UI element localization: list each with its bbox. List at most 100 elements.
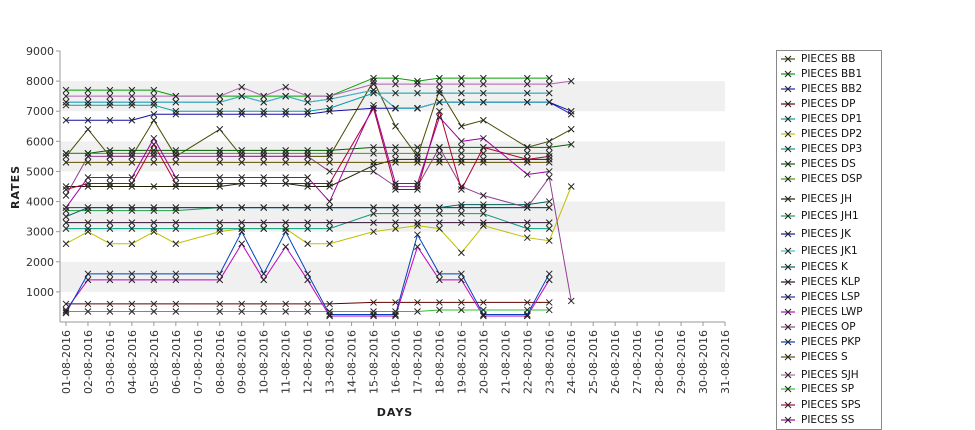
legend-item-pieces-lsp: PIECES LSP <box>777 290 883 304</box>
series-line-pieces-dp <box>66 301 550 305</box>
data-point-pieces-ds <box>370 144 377 151</box>
data-point-pieces-pkp <box>458 270 465 278</box>
data-point-pieces-klp <box>392 219 399 226</box>
legend-label: PIECES DP3 <box>801 143 863 155</box>
data-point-pieces-dp3 <box>326 225 333 233</box>
legend-marker-icon <box>781 247 795 255</box>
data-point-pieces-jh <box>414 156 421 163</box>
data-point-pieces-dp3 <box>392 210 399 217</box>
series-line-pieces-sps <box>65 106 550 191</box>
data-point-pieces-sjh <box>458 80 465 88</box>
data-point-pieces-bb <box>480 116 487 124</box>
data-point-pieces-dp1 <box>216 107 224 115</box>
legend-label: PIECES PKP <box>801 336 861 348</box>
data-point-pieces-jh <box>458 156 465 163</box>
data-point-pieces-dp <box>106 300 114 308</box>
data-point-pieces-op <box>216 153 224 160</box>
data-point-pieces-s <box>545 159 553 166</box>
data-point-pieces-s <box>523 159 531 166</box>
data-point-pieces-pkp <box>545 270 553 278</box>
data-point-pieces-pkp <box>260 270 268 278</box>
y-tick-label: 5000 <box>26 165 54 178</box>
data-point-pieces-lwp <box>62 306 70 314</box>
data-point-pieces-dp2 <box>172 240 180 248</box>
data-point-pieces-op <box>480 192 487 199</box>
data-point-pieces-klp <box>326 219 333 226</box>
x-tick-label: 22-08-2016 <box>521 330 534 394</box>
legend-item-pieces-dp: PIECES DP <box>777 97 883 111</box>
x-tick-label: 19-08-2016 <box>455 330 468 394</box>
data-point-pieces-sjh <box>304 92 311 100</box>
data-point-pieces-s <box>304 159 311 166</box>
data-point-pieces-bb1 <box>150 86 158 94</box>
data-point-pieces-sjh <box>128 92 136 100</box>
data-point-pieces-dsp <box>458 150 465 157</box>
legend-label: PIECES OP <box>801 321 856 333</box>
data-point-pieces-dp3 <box>545 225 553 233</box>
data-point-pieces-jk <box>106 116 114 124</box>
data-point-pieces-bb <box>216 125 224 133</box>
data-point-pieces-klp <box>304 219 311 226</box>
data-point-pieces-pkp <box>62 309 70 317</box>
data-point-pieces-dp1 <box>370 89 377 97</box>
x-tick-label: 04-08-2016 <box>126 330 139 394</box>
data-point-pieces-bb <box>326 153 333 160</box>
data-point-pieces-sps <box>106 180 114 187</box>
data-point-pieces-op <box>106 153 114 160</box>
data-point-pieces-dsp <box>545 150 553 157</box>
data-point-pieces-lsp <box>458 204 465 211</box>
data-point-pieces-dsp <box>282 150 290 157</box>
legend-marker-icon <box>781 85 795 93</box>
data-point-pieces-bb <box>567 125 575 133</box>
data-point-pieces-ds <box>523 144 531 151</box>
data-point-pieces-dp2 <box>370 228 377 236</box>
legend-item-pieces-dp1: PIECES DP1 <box>777 112 883 126</box>
data-point-pieces-jk <box>62 116 70 124</box>
data-point-pieces-ss <box>545 168 553 175</box>
y-axis-title: RATES <box>9 165 22 209</box>
data-point-pieces-pkp <box>282 228 290 236</box>
data-point-pieces-op <box>392 183 399 190</box>
legend-label: PIECES DP <box>801 98 856 110</box>
legend-label: PIECES SP <box>801 383 855 395</box>
x-tick-labels: 01-08-2016 02-08-2016 03-08-2016 04-08-2016… <box>60 322 732 394</box>
legend-label: PIECES BB2 <box>801 83 863 95</box>
data-point-pieces-jk1 <box>436 98 443 106</box>
x-tick-label: 06-08-2016 <box>170 330 183 394</box>
data-point-pieces-s <box>260 159 268 166</box>
data-point-pieces-ds <box>458 144 465 151</box>
data-point-pieces-dsp <box>128 150 136 157</box>
data-point-pieces-sps <box>84 180 92 187</box>
data-point-pieces-sp <box>62 308 70 315</box>
data-point-pieces-bb1 <box>128 86 136 94</box>
data-point-pieces-sjh <box>414 80 421 88</box>
y-tick-label: 1000 <box>26 286 54 299</box>
data-point-pieces-ss <box>150 134 158 142</box>
data-point-pieces-klp <box>523 219 531 226</box>
data-point-pieces-sps <box>436 107 443 115</box>
data-point-pieces-klp <box>436 219 443 226</box>
data-point-pieces-sps <box>545 153 553 160</box>
data-point-pieces-dp2 <box>523 234 531 242</box>
legend-marker-icon <box>781 401 795 409</box>
data-point-pieces-k <box>458 201 465 208</box>
data-point-pieces-sjh <box>436 80 443 88</box>
data-point-pieces-klp <box>150 219 158 226</box>
data-point-pieces-ss <box>436 113 443 121</box>
legend-label: PIECES SJH <box>801 369 859 381</box>
data-point-pieces-sps <box>414 186 421 193</box>
data-point-pieces-bb <box>436 86 443 94</box>
data-point-pieces-lsp <box>326 204 333 211</box>
data-point-pieces-sps <box>304 180 311 187</box>
data-point-pieces-klp <box>128 219 136 226</box>
y-tick-label: 8000 <box>26 75 54 88</box>
legend-label: PIECES DS <box>801 158 856 170</box>
data-point-pieces-lsp <box>545 204 553 211</box>
legend-marker-icon <box>781 338 795 346</box>
legend-label: PIECES BB <box>801 53 856 65</box>
data-point-pieces-sp <box>106 308 114 315</box>
legend-label: PIECES S <box>801 351 848 363</box>
series-line-pieces-dp1 <box>66 92 550 112</box>
data-point-pieces-sjh <box>172 92 180 100</box>
y-tick-label: 6000 <box>26 135 54 148</box>
